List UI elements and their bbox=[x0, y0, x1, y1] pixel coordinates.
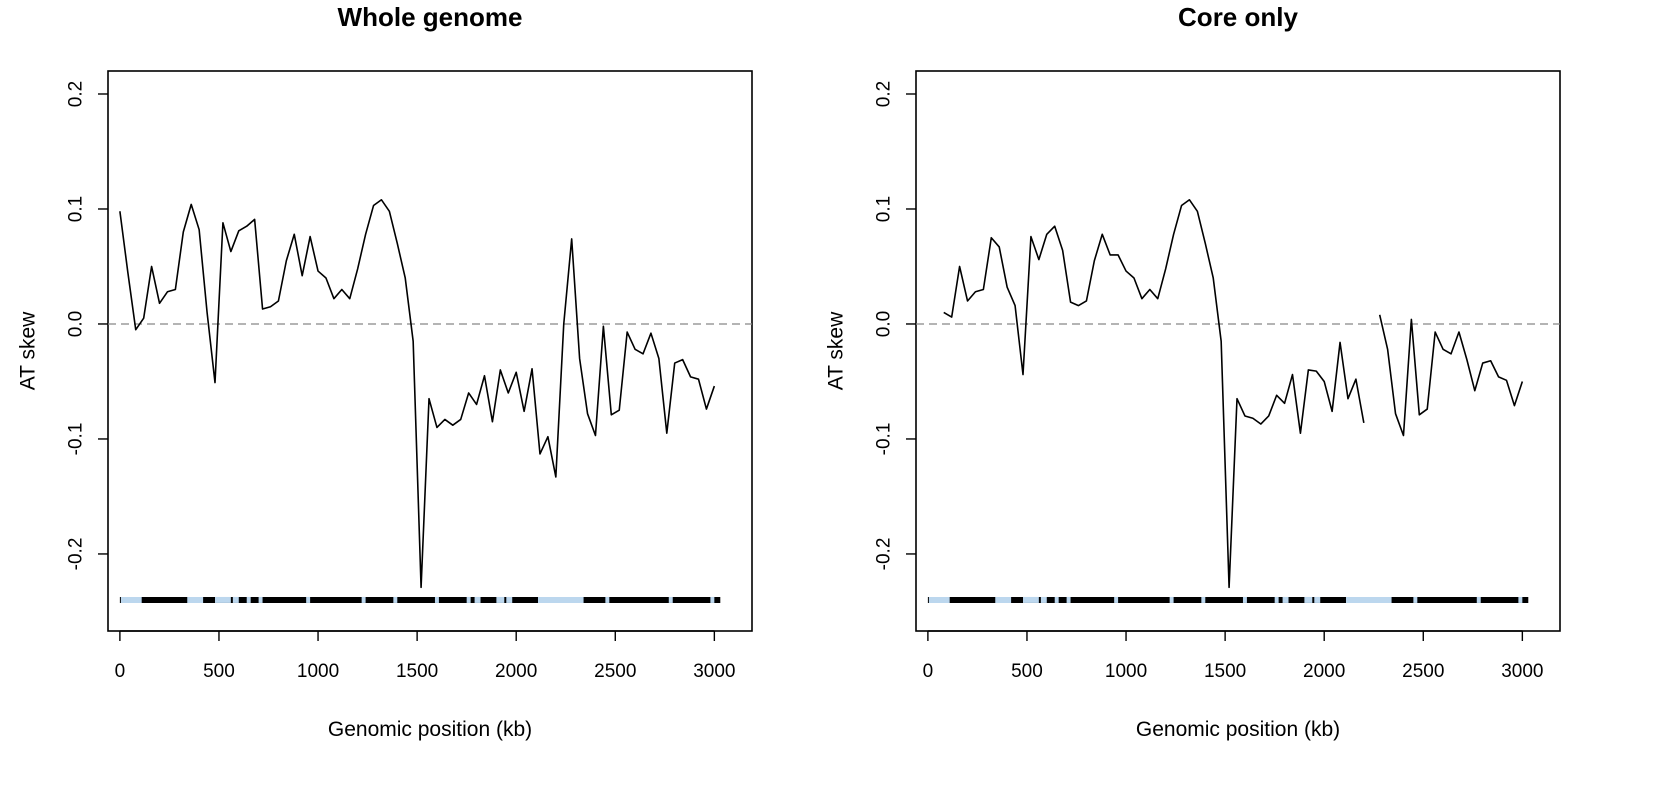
x-tick-label: 2000 bbox=[495, 661, 537, 682]
x-tick-label: 2500 bbox=[594, 661, 636, 682]
x-tick-label: 500 bbox=[203, 661, 235, 682]
x-tick-label: 1000 bbox=[297, 661, 339, 682]
y-tick-label: 0.2 bbox=[66, 81, 87, 107]
chart-title: Whole genome bbox=[338, 2, 523, 32]
x-tick-label: 3000 bbox=[1501, 661, 1543, 682]
y-tick-label: 0.1 bbox=[66, 196, 87, 222]
series-line-1 bbox=[119, 198, 716, 589]
y-tick-label: -0.2 bbox=[874, 538, 895, 571]
x-tick-label: 500 bbox=[1011, 661, 1043, 682]
y-tick-label: 0.2 bbox=[874, 81, 895, 107]
y-axis-label: AT skew bbox=[825, 311, 848, 390]
series-line-1 bbox=[943, 198, 1524, 589]
y-tick-label: -0.1 bbox=[66, 423, 87, 456]
y-tick-label: -0.2 bbox=[66, 538, 87, 571]
y-tick-label: 0.1 bbox=[874, 196, 895, 222]
chart-panel-1: Whole genome 0 500 1000 1500 2000 2500 3000 -0.2… bbox=[17, 2, 753, 741]
y-tick-label: 0.0 bbox=[874, 311, 895, 337]
x-tick-label: 2000 bbox=[1303, 661, 1345, 682]
plot-frame bbox=[915, 70, 1561, 632]
y-tick-label: 0.0 bbox=[66, 311, 87, 337]
x-tick-label: 2500 bbox=[1402, 661, 1444, 682]
chart-panel-2: Core only 0 500 1000 1500 2000 2500 3000 -0.2 -0.… bbox=[825, 2, 1561, 741]
chart-title: Core only bbox=[1178, 2, 1298, 32]
y-tick-label: -0.1 bbox=[874, 423, 895, 456]
plot-frame bbox=[107, 70, 753, 632]
x-axis-label: Genomic position (kb) bbox=[328, 718, 532, 741]
x-tick-label: 1500 bbox=[1204, 661, 1246, 682]
x-tick-label: 0 bbox=[115, 661, 126, 682]
x-tick-label: 0 bbox=[923, 661, 934, 682]
x-tick-label: 3000 bbox=[693, 661, 735, 682]
x-axis-label: Genomic position (kb) bbox=[1136, 718, 1340, 741]
x-tick-label: 1000 bbox=[1105, 661, 1147, 682]
x-tick-label: 1500 bbox=[396, 661, 438, 682]
y-axis-label: AT skew bbox=[17, 311, 40, 390]
